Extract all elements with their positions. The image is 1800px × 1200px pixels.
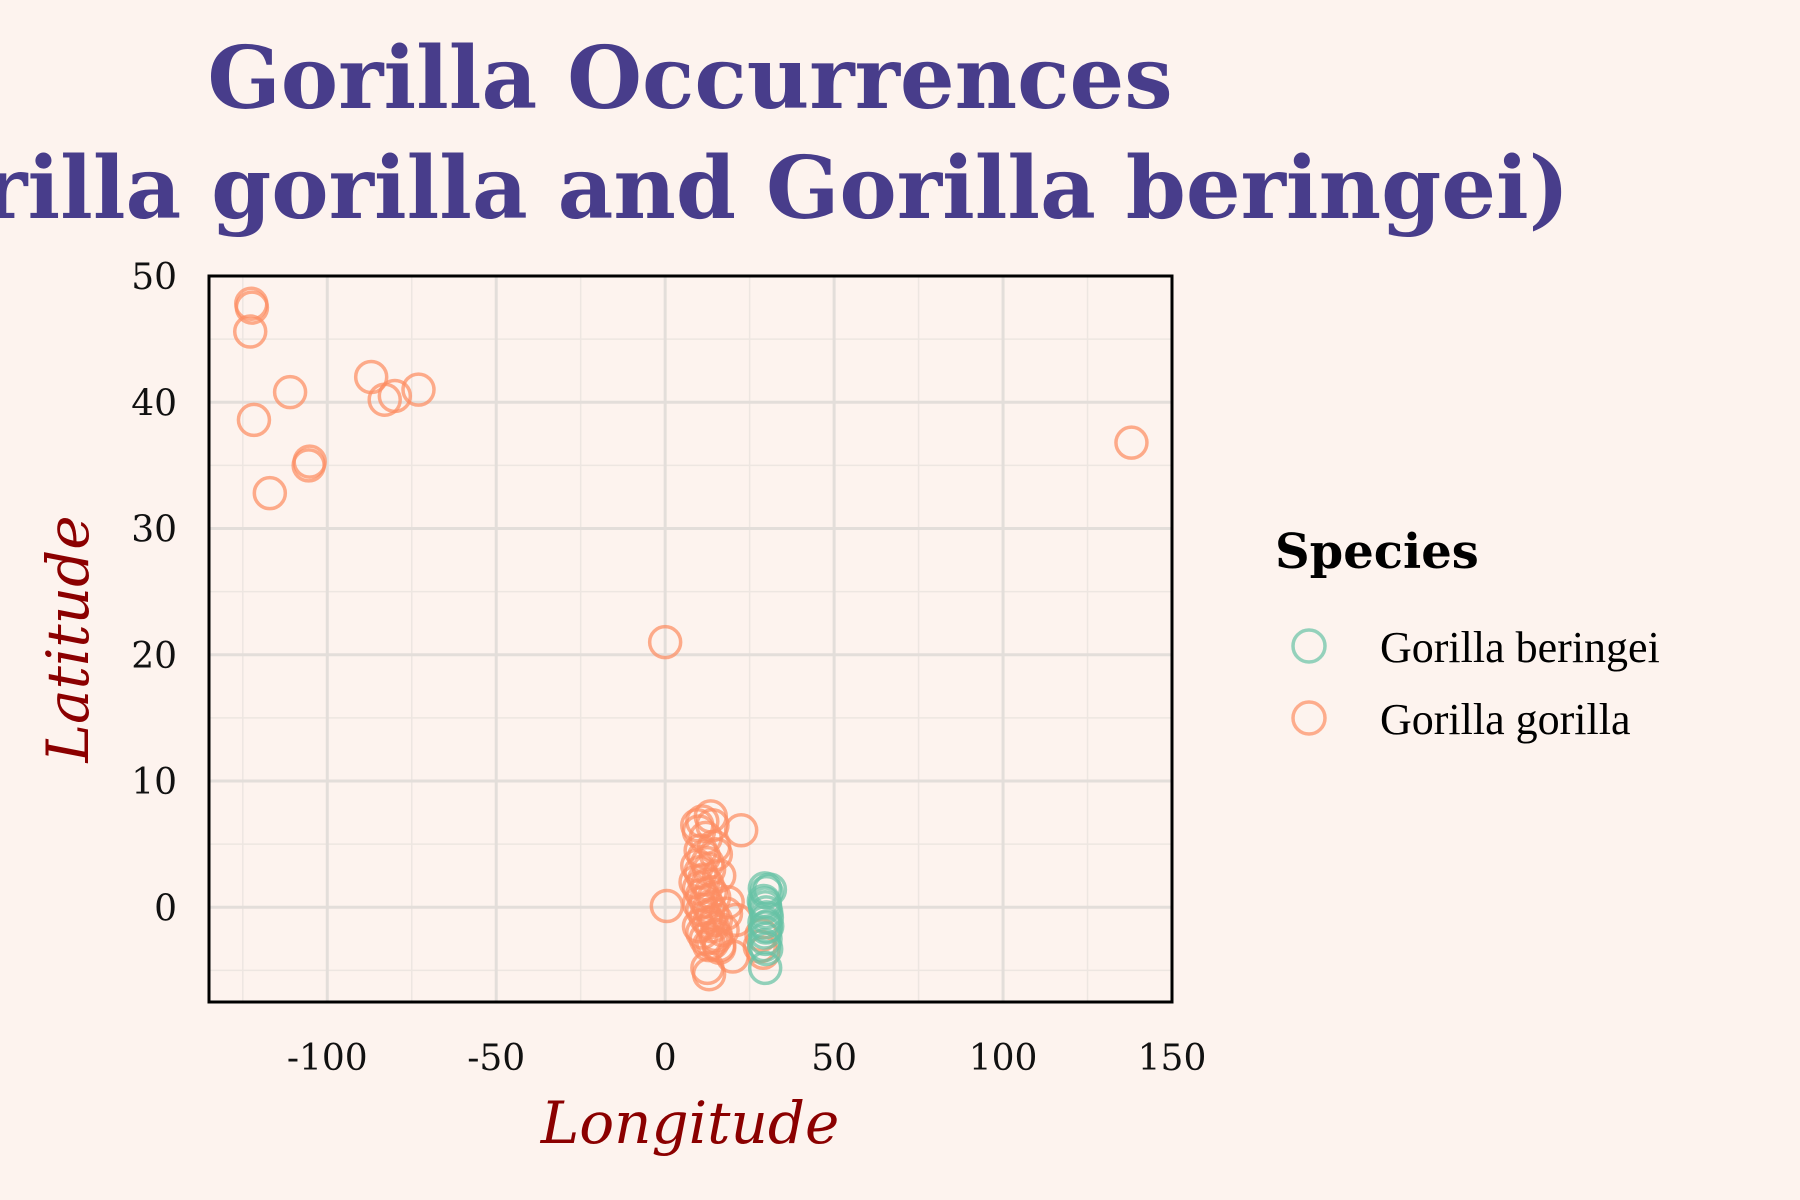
point-gorilla-gorilla-54 — [691, 905, 727, 940]
point-gorilla-gorilla-1 — [234, 290, 270, 325]
legend-label-gorilla-gorilla: Gorilla gorilla — [1380, 695, 1631, 744]
point-gorilla-gorilla-6 — [291, 448, 326, 483]
point-gorilla-gorilla-21 — [723, 813, 759, 848]
chart-title-line-1: Gorilla Occurrences — [207, 28, 1172, 129]
point-gorilla-beringei-14 — [747, 950, 783, 986]
x-tick-label-3: 50 — [811, 1038, 857, 1079]
point-gorilla-gorilla-11 — [401, 372, 436, 407]
y-tick-label-3: 30 — [131, 510, 177, 551]
y-tick-label-4: 40 — [131, 383, 177, 424]
y-axis-ticks: 0 10 20 30 40 50 — [131, 257, 177, 929]
x-tick-label-1: -50 — [467, 1038, 525, 1079]
y-tick-label-2: 20 — [131, 636, 177, 677]
data-points — [232, 286, 1149, 992]
point-gorilla-gorilla-10 — [377, 378, 413, 414]
legend-marker-gorilla-gorilla — [1291, 700, 1327, 736]
point-gorilla-gorilla-13 — [647, 624, 683, 660]
y-tick-label-0: 0 — [154, 888, 177, 929]
point-gorilla-gorilla-3 — [236, 402, 272, 438]
point-gorilla-gorilla-12 — [1114, 425, 1149, 460]
x-axis-label: Longitude — [540, 1089, 840, 1157]
y-axis-label: Latitude — [34, 515, 102, 763]
point-gorilla-beringei-15 — [747, 886, 783, 921]
point-gorilla-beringei-10 — [749, 908, 785, 944]
y-tick-label-1: 10 — [131, 762, 177, 803]
x-tick-label-2: 0 — [654, 1038, 677, 1079]
legend-title: Species — [1275, 524, 1479, 580]
minor-gridlines — [209, 276, 1172, 1002]
y-tick-label-5: 50 — [131, 257, 177, 298]
x-tick-label-0: -100 — [287, 1038, 368, 1079]
point-gorilla-gorilla-59 — [691, 956, 727, 992]
point-gorilla-gorilla-2 — [232, 314, 268, 349]
x-axis-ticks: -100 -50 0 50 100 150 — [287, 1038, 1207, 1079]
x-tick-label-5: 150 — [1138, 1038, 1207, 1079]
point-gorilla-gorilla-7 — [252, 475, 288, 511]
legend-marker-gorilla-beringei — [1291, 628, 1327, 664]
legend-label-gorilla-beringei: Gorilla beringei — [1380, 623, 1660, 672]
chart-title-line-2: (Gorilla gorilla and Gorilla beringei) — [0, 138, 1569, 239]
point-gorilla-beringei-13 — [748, 931, 784, 967]
major-gridlines — [209, 276, 1172, 1002]
plot-border — [207, 274, 1174, 1004]
point-gorilla-gorilla-4 — [272, 374, 308, 410]
legend: Species Gorilla beringei Gorilla gorilla — [1275, 524, 1660, 744]
point-gorilla-gorilla-64 — [710, 885, 745, 920]
x-tick-label-4: 100 — [969, 1038, 1038, 1079]
